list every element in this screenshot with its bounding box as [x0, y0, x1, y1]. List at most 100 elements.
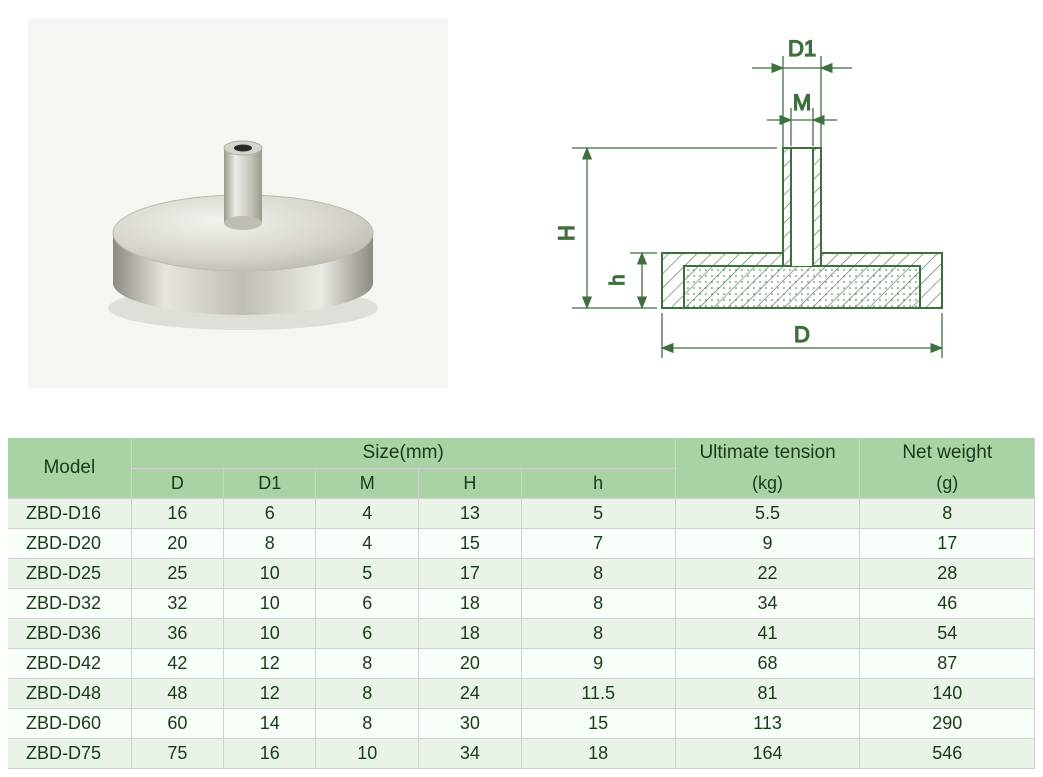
cell-D1: 10: [224, 619, 316, 649]
cell-tension: 81: [675, 679, 860, 709]
cell-H: 30: [419, 709, 522, 739]
cell-D: 20: [131, 529, 223, 559]
cell-weight: 87: [860, 649, 1035, 679]
col-header-weight-top: Net weight: [860, 438, 1035, 469]
cell-M: 6: [316, 589, 419, 619]
cell-h: 11.5: [521, 679, 675, 709]
cell-D: 75: [131, 739, 223, 769]
table-row: ZBD-D60601483015113290: [8, 709, 1035, 739]
col-header-D1: D1: [224, 469, 316, 499]
col-header-model: Model: [8, 438, 131, 499]
col-header-tension-top: Ultimate tension: [675, 438, 860, 469]
table-row: ZBD-D25251051782228: [8, 559, 1035, 589]
cell-D1: 10: [224, 559, 316, 589]
cell-model: ZBD-D20: [8, 529, 131, 559]
cell-h: 8: [521, 619, 675, 649]
cell-model: ZBD-D25: [8, 559, 131, 589]
cell-D: 16: [131, 499, 223, 529]
cell-H: 18: [419, 619, 522, 649]
cell-model: ZBD-D16: [8, 499, 131, 529]
cell-weight: 8: [860, 499, 1035, 529]
table-row: ZBD-D36361061884154: [8, 619, 1035, 649]
technical-diagram: D1 M H h: [488, 18, 1015, 408]
diagram-svg: D1 M H h: [512, 28, 992, 398]
col-header-tension-bottom: (kg): [675, 469, 860, 499]
cell-model: ZBD-D75: [8, 739, 131, 769]
cell-model: ZBD-D36: [8, 619, 131, 649]
cell-D: 32: [131, 589, 223, 619]
cell-D: 48: [131, 679, 223, 709]
table-row: ZBD-D202084157917: [8, 529, 1035, 559]
cell-M: 8: [316, 679, 419, 709]
product-photo: [28, 18, 448, 388]
cell-D1: 12: [224, 649, 316, 679]
col-header-h: h: [521, 469, 675, 499]
cell-h: 15: [521, 709, 675, 739]
cell-model: ZBD-D60: [8, 709, 131, 739]
cell-h: 8: [521, 559, 675, 589]
table-row: ZBD-D42421282096887: [8, 649, 1035, 679]
top-section: D1 M H h: [8, 8, 1035, 418]
cell-weight: 290: [860, 709, 1035, 739]
cell-weight: 46: [860, 589, 1035, 619]
cell-H: 18: [419, 589, 522, 619]
cell-M: 4: [316, 499, 419, 529]
col-header-size-group: Size(mm): [131, 438, 675, 469]
cell-D: 42: [131, 649, 223, 679]
cell-model: ZBD-D48: [8, 679, 131, 709]
cell-weight: 546: [860, 739, 1035, 769]
diagram-label-M: M: [792, 90, 810, 115]
diagram-label-H: H: [554, 225, 579, 241]
cell-D: 36: [131, 619, 223, 649]
cell-D1: 6: [224, 499, 316, 529]
cell-h: 5: [521, 499, 675, 529]
cell-D1: 14: [224, 709, 316, 739]
diagram-label-D: D: [794, 322, 810, 347]
cell-tension: 5.5: [675, 499, 860, 529]
col-header-weight-bottom: (g): [860, 469, 1035, 499]
cell-tension: 113: [675, 709, 860, 739]
cell-M: 6: [316, 619, 419, 649]
magnet-photo-svg: [28, 18, 448, 388]
diagram-label-D1: D1: [787, 36, 815, 61]
cell-M: 8: [316, 709, 419, 739]
cell-weight: 140: [860, 679, 1035, 709]
cell-weight: 28: [860, 559, 1035, 589]
cell-tension: 41: [675, 619, 860, 649]
cell-D1: 12: [224, 679, 316, 709]
cell-model: ZBD-D32: [8, 589, 131, 619]
cell-tension: 68: [675, 649, 860, 679]
col-header-D: D: [131, 469, 223, 499]
cell-tension: 164: [675, 739, 860, 769]
col-header-H: H: [419, 469, 522, 499]
cell-D: 25: [131, 559, 223, 589]
table-header: Model Size(mm) Ultimate tension Net weig…: [8, 438, 1035, 499]
table-row: ZBD-D757516103418164546: [8, 739, 1035, 769]
cell-M: 10: [316, 739, 419, 769]
cell-H: 34: [419, 739, 522, 769]
cell-tension: 22: [675, 559, 860, 589]
cell-tension: 9: [675, 529, 860, 559]
spec-table: Model Size(mm) Ultimate tension Net weig…: [8, 438, 1035, 769]
cell-H: 17: [419, 559, 522, 589]
cell-M: 5: [316, 559, 419, 589]
cell-D: 60: [131, 709, 223, 739]
cell-D1: 8: [224, 529, 316, 559]
cell-h: 18: [521, 739, 675, 769]
cell-model: ZBD-D42: [8, 649, 131, 679]
table-row: ZBD-D48481282411.581140: [8, 679, 1035, 709]
table-body: ZBD-D1616641355.58ZBD-D202084157917ZBD-D…: [8, 499, 1035, 769]
cell-M: 8: [316, 649, 419, 679]
cell-H: 15: [419, 529, 522, 559]
diagram-label-h: h: [607, 274, 629, 285]
cell-H: 20: [419, 649, 522, 679]
cell-h: 9: [521, 649, 675, 679]
cell-weight: 54: [860, 619, 1035, 649]
cell-h: 8: [521, 589, 675, 619]
cell-H: 24: [419, 679, 522, 709]
cell-weight: 17: [860, 529, 1035, 559]
cell-tension: 34: [675, 589, 860, 619]
cell-H: 13: [419, 499, 522, 529]
cell-D1: 10: [224, 589, 316, 619]
table-row: ZBD-D32321061883446: [8, 589, 1035, 619]
